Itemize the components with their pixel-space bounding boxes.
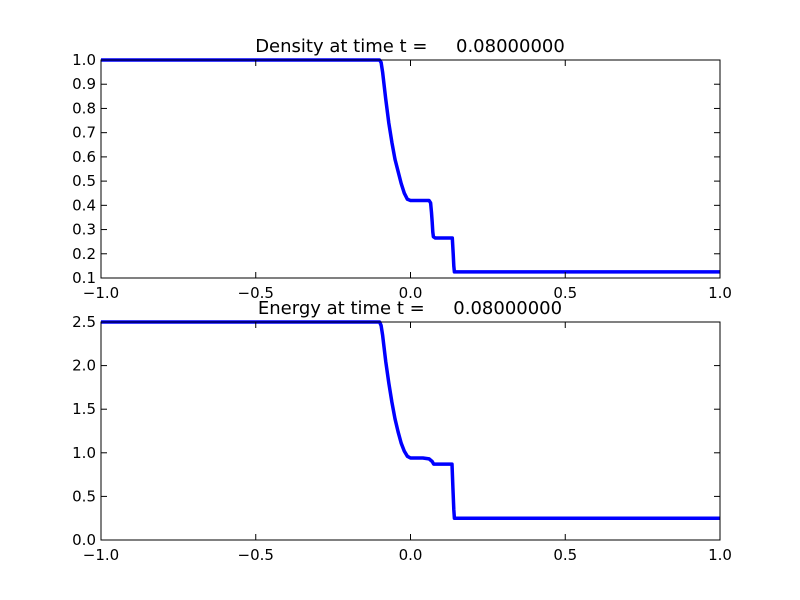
- energy-y-tick-label: 1.0: [72, 444, 96, 462]
- energy-x-tick-label: 1.0: [708, 546, 732, 564]
- energy-subplot: Energy at time t = 0.08000000 −1.0 −0.5 0.…: [72, 298, 732, 564]
- density-x-tick-label: 1.0: [708, 284, 732, 302]
- energy-y-tick-label: 0.5: [72, 487, 96, 505]
- density-y-tick-label: 0.1: [72, 269, 96, 287]
- density-y-tick-label: 1.0: [72, 51, 96, 69]
- density-x-tick-label: 0.0: [399, 284, 423, 302]
- density-plot-area: −1.0 −0.5 0.0 0.5 1.0 0.1 0.2 0.3 0.4 0.5 0.6 0.7 0.…: [72, 51, 732, 302]
- energy-title: Energy at time t = 0.08000000: [258, 298, 562, 319]
- energy-plot-area: −1.0 −0.5 0.0 0.5 1.0 0.0 0.5 1.0 1.5 2.0 2.5: [72, 313, 732, 564]
- density-x-tick-label: −0.5: [238, 284, 274, 302]
- density-y-tick-label: 0.9: [72, 75, 96, 93]
- density-y-tick-label: 0.3: [72, 221, 96, 239]
- density-y-tick-label: 0.2: [72, 245, 96, 263]
- density-y-tick-label: 0.5: [72, 172, 96, 190]
- density-x-tick-label: −1.0: [83, 284, 119, 302]
- energy-y-tick-label: 2.5: [72, 313, 96, 331]
- energy-series-line: [101, 320, 720, 520]
- density-y-tick-label: 0.7: [72, 124, 96, 142]
- energy-y-tick-label: 1.5: [72, 400, 96, 418]
- energy-x-tick-label: 0.5: [553, 546, 577, 564]
- energy-y-tick-label: 0.0: [72, 531, 96, 549]
- energy-x-tick-label: −1.0: [83, 546, 119, 564]
- density-y-tick-label: 0.8: [72, 99, 96, 117]
- density-x-tick-label: 0.5: [553, 284, 577, 302]
- energy-x-tick-label: 0.0: [399, 546, 423, 564]
- density-title: Density at time t = 0.08000000: [255, 36, 565, 57]
- density-subplot: Density at time t = 0.08000000 −1.0 −0.5 0…: [72, 36, 732, 302]
- energy-y-tick-label: 2.0: [72, 357, 96, 375]
- density-y-tick-label: 0.4: [72, 196, 96, 214]
- energy-x-tick-label: −0.5: [238, 546, 274, 564]
- density-series-line: [101, 58, 720, 274]
- density-y-tick-label: 0.6: [72, 148, 96, 166]
